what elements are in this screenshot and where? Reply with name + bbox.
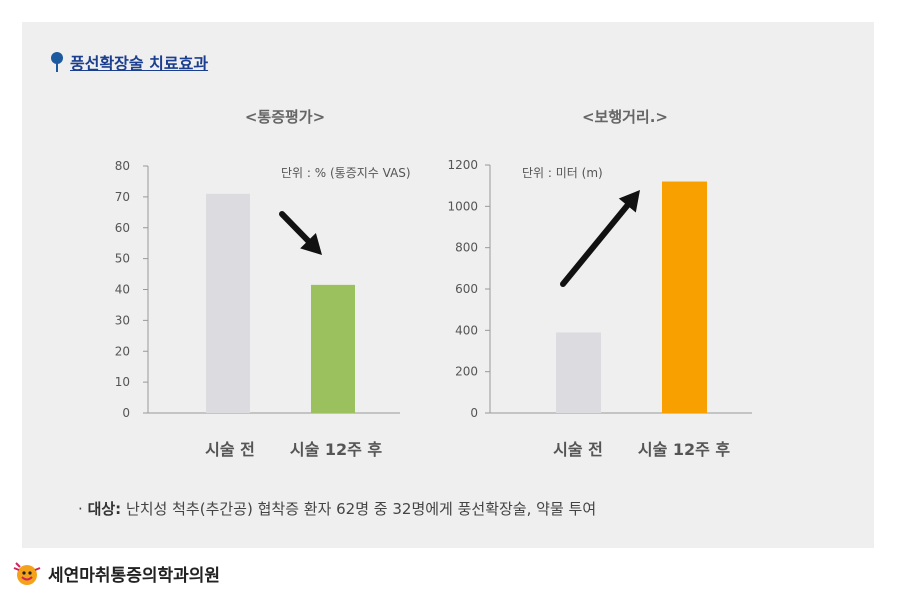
pain-x-label-before: 시술 전 <box>205 440 255 459</box>
content-panel <box>22 22 874 548</box>
clinic-logo: 세연마취통증의학과의원 <box>12 560 220 586</box>
y-tick-label: 1000 <box>447 199 478 213</box>
y-tick-label: 200 <box>455 365 478 379</box>
y-tick-label: 800 <box>455 241 478 255</box>
bar <box>556 332 601 413</box>
clinic-logo-icon <box>13 562 41 585</box>
bar <box>662 181 707 413</box>
footnote: · 대상: 난치성 척추(추간공) 협착증 환자 62명 중 32명에게 풍선확… <box>78 498 596 519</box>
y-tick-label: 30 <box>115 313 130 327</box>
y-tick-label: 10 <box>115 375 130 389</box>
y-tick-label: 50 <box>115 252 130 266</box>
y-tick-label: 20 <box>115 344 130 358</box>
y-tick-label: 400 <box>455 323 478 337</box>
trend-arrow-head <box>300 233 322 255</box>
y-tick-label: 1200 <box>447 158 478 172</box>
trend-arrow-shaft <box>560 202 631 287</box>
pain-unit-label: 단위 : % (통증지수 VAS) <box>281 166 411 180</box>
y-tick-label: 60 <box>115 221 130 235</box>
footnote-bullet: · <box>78 500 83 518</box>
footnote-label: 대상: <box>87 500 122 518</box>
walk-x-label-before: 시술 전 <box>553 440 603 459</box>
heading-text[interactable]: 풍선확장술 치료효과 <box>70 54 209 73</box>
walk-unit-label: 단위 : 미터 (m) <box>522 166 603 180</box>
section-heading: 풍선확장술 치료효과 <box>50 50 208 74</box>
y-tick-label: 70 <box>115 190 130 204</box>
pain-chart-title: <통증평가> <box>244 108 326 126</box>
bar <box>311 284 355 413</box>
footnote-text: 난치성 척추(추간공) 협착증 환자 62명 중 32명에게 풍선확장술, 약물… <box>125 500 597 518</box>
y-tick-label: 80 <box>115 159 130 173</box>
y-tick-label: 600 <box>455 282 478 296</box>
walk-chart-title: <보행거리.> <box>581 108 669 126</box>
clinic-name: 세연마취통증의학과의원 <box>48 565 221 586</box>
y-tick-label: 40 <box>115 283 130 297</box>
walk-x-label-after: 시술 12주 후 <box>637 440 731 459</box>
bar <box>206 193 250 413</box>
pin-icon <box>51 52 63 72</box>
pain-x-label-after: 시술 12주 후 <box>289 440 383 459</box>
y-tick-label: 0 <box>470 406 478 420</box>
trend-arrow-shaft <box>279 211 312 244</box>
y-tick-label: 0 <box>122 406 130 420</box>
trend-arrow-head <box>618 190 640 213</box>
